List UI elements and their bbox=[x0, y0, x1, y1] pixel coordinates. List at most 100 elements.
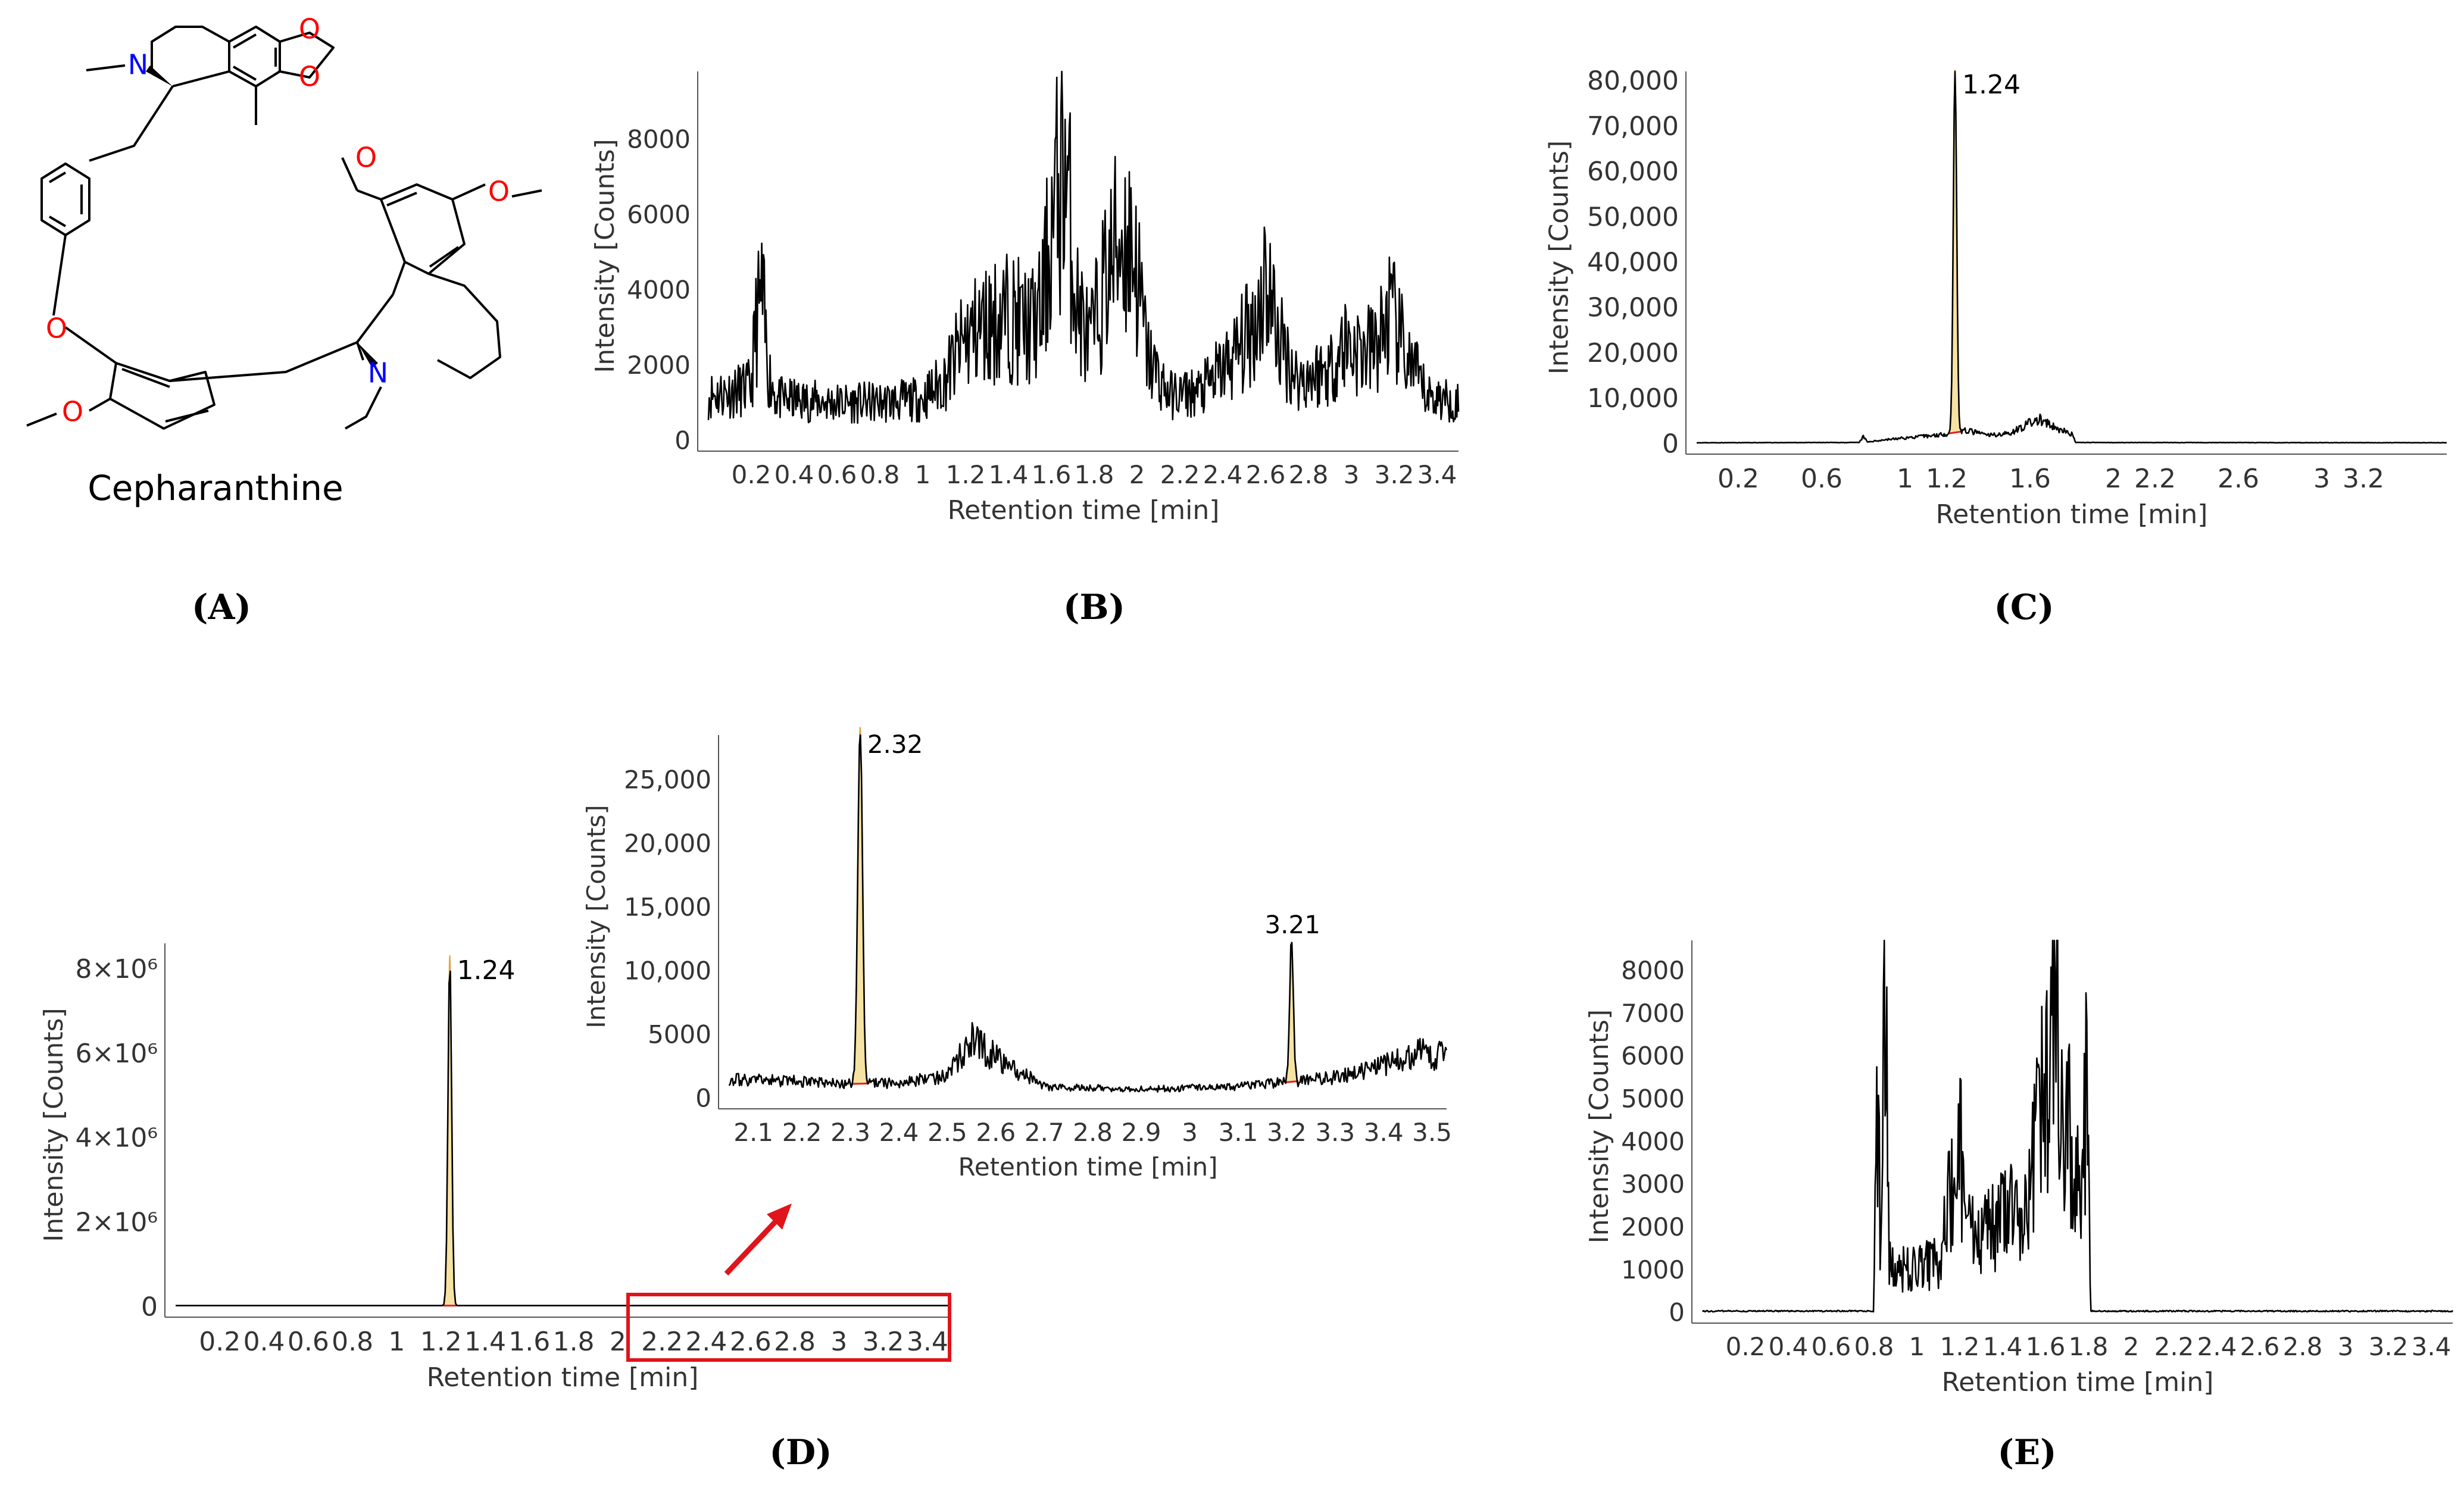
chromatogram-trace bbox=[729, 735, 1447, 1092]
structure-bond bbox=[345, 387, 381, 429]
peak-label: 1.24 bbox=[457, 955, 516, 986]
peak-area bbox=[443, 955, 456, 1306]
x-tick-label: 0.2 bbox=[1717, 464, 1759, 494]
x-tick-label: 3.4 bbox=[2412, 1332, 2451, 1361]
chromatogram-trace bbox=[1703, 940, 2453, 1312]
structure-bond bbox=[89, 86, 173, 161]
y-tick-label: 0 bbox=[674, 426, 691, 455]
structure-wedge bbox=[146, 65, 173, 86]
x-axis-label: Retention time [min] bbox=[427, 1362, 699, 1393]
y-tick-label: 1000 bbox=[1621, 1255, 1685, 1284]
x-tick-label: 3.4 bbox=[1417, 460, 1457, 489]
y-tick-label: 80,000 bbox=[1587, 66, 1679, 96]
x-axis-label: Retention time [min] bbox=[958, 1152, 1217, 1181]
oxygen-atom-methoxy-right: O bbox=[488, 176, 510, 208]
peak-area bbox=[851, 727, 869, 1084]
x-tick-label: 3.5 bbox=[1412, 1118, 1452, 1147]
x-tick-label: 1.2 bbox=[946, 460, 986, 489]
x-tick-label: 3.2 bbox=[2343, 464, 2384, 494]
x-tick-label: 2.2 bbox=[2134, 464, 2176, 494]
y-tick-label: 50,000 bbox=[1587, 202, 1679, 232]
x-tick-label: 0.4 bbox=[775, 460, 814, 489]
x-tick-label: 2.2 bbox=[1160, 460, 1200, 489]
x-tick-label: 1 bbox=[1909, 1332, 1925, 1361]
y-tick-label: 3000 bbox=[1621, 1170, 1685, 1199]
x-tick-label: 3 bbox=[1182, 1118, 1198, 1147]
peak-label: 1.24 bbox=[1962, 70, 2020, 100]
x-tick-label: 2.4 bbox=[1203, 460, 1243, 489]
y-tick-label: 15,000 bbox=[624, 893, 711, 922]
x-tick-label: 1.8 bbox=[553, 1327, 595, 1357]
x-tick-label: 2 bbox=[1129, 460, 1145, 489]
x-tick-label: 2.8 bbox=[1073, 1118, 1113, 1147]
structure-bond bbox=[152, 27, 229, 86]
x-tick-label: 0.4 bbox=[243, 1327, 285, 1357]
x-tick-label: 0.8 bbox=[332, 1327, 373, 1357]
oxygen-atom-methylenedioxy-1: O bbox=[299, 13, 320, 45]
x-tick-label: 0.6 bbox=[817, 460, 857, 489]
x-tick-label: 2 bbox=[610, 1327, 626, 1357]
x-tick-label: 2.4 bbox=[2197, 1332, 2237, 1361]
panel-label-a: (A) bbox=[192, 587, 251, 627]
x-tick-label: 2.8 bbox=[2283, 1332, 2323, 1361]
zoom-arrow bbox=[726, 1203, 792, 1274]
y-tick-label: 5000 bbox=[1621, 1084, 1685, 1114]
peak-baseline bbox=[1285, 1081, 1298, 1082]
x-tick-label: 0.6 bbox=[1812, 1332, 1851, 1361]
x-tick-label: 2.7 bbox=[1025, 1118, 1064, 1147]
peak-label: 2.32 bbox=[867, 730, 923, 759]
x-tick-label: 1.4 bbox=[464, 1327, 506, 1357]
y-tick-label: 0 bbox=[695, 1084, 711, 1113]
x-tick-label: 2.3 bbox=[830, 1118, 870, 1147]
y-tick-label: 0 bbox=[1669, 1298, 1685, 1327]
nitrogen-atom-upper: N bbox=[128, 49, 148, 81]
x-tick-label: 0.8 bbox=[860, 460, 900, 489]
y-axis-label: Intensity [Counts] bbox=[582, 805, 611, 1028]
chromatogram-trace bbox=[708, 71, 1459, 423]
structure-bond bbox=[233, 35, 276, 80]
axes bbox=[1692, 940, 2453, 1323]
x-tick-label: 2.6 bbox=[730, 1327, 772, 1357]
x-tick-label: 3.2 bbox=[2369, 1332, 2409, 1361]
x-tick-label: 2.5 bbox=[927, 1118, 967, 1147]
x-tick-label: 2.8 bbox=[1289, 460, 1329, 489]
x-tick-label: 2.2 bbox=[782, 1118, 822, 1147]
x-tick-label: 2.2 bbox=[2154, 1332, 2194, 1361]
x-tick-label: 3.4 bbox=[1364, 1118, 1404, 1147]
chromatogram-trace bbox=[1697, 71, 2447, 443]
x-tick-label: 1 bbox=[915, 460, 931, 489]
peak-area bbox=[1285, 942, 1298, 1082]
x-tick-label: 0.6 bbox=[288, 1327, 329, 1357]
x-tick-label: 1.8 bbox=[1075, 460, 1114, 489]
x-tick-label: 2.8 bbox=[774, 1327, 816, 1357]
axes bbox=[719, 735, 1447, 1109]
chromatogram-e: 0.2 0.4 0.6 0.8 1 1.2 1.4 1.6 1.8 2 2.2 2.4 2.6 2.8 3 3… bbox=[1584, 940, 2453, 1398]
x-tick-label: 2.4 bbox=[879, 1118, 919, 1147]
axes bbox=[1686, 71, 2447, 454]
y-tick-label: 8000 bbox=[1621, 956, 1685, 985]
x-tick-label: 1.6 bbox=[508, 1327, 550, 1357]
x-tick-label: 2.4 bbox=[685, 1327, 727, 1357]
x-tick-label: 2.6 bbox=[1246, 460, 1286, 489]
x-tick-label: 3 bbox=[1344, 460, 1360, 489]
y-axis-label: Intensity [Counts] bbox=[1544, 140, 1575, 374]
y-tick-label: 70,000 bbox=[1587, 111, 1679, 142]
x-tick-label: 0.2 bbox=[1726, 1332, 1766, 1361]
y-tick-label: 8000 bbox=[627, 125, 691, 154]
chromatogram-d: 0.2 0.4 0.6 0.8 1 1.2 1.4 1.6 1.8 2 2.2 2.4 2.6 2.8 3 3… bbox=[39, 943, 950, 1393]
x-tick-label: 1.2 bbox=[420, 1327, 462, 1357]
y-axis-label: Intensity [Counts] bbox=[590, 139, 620, 373]
y-tick-label: 25,000 bbox=[624, 765, 711, 795]
structure-bond bbox=[429, 274, 500, 378]
compound-name: Cepharanthine bbox=[88, 468, 343, 508]
nitrogen-atom-lower: N bbox=[368, 357, 388, 389]
cepharanthine-structure bbox=[27, 27, 542, 429]
x-tick-label: 2.1 bbox=[733, 1118, 773, 1147]
y-tick-label: 6000 bbox=[1621, 1042, 1685, 1071]
structure-bond bbox=[387, 193, 458, 267]
y-tick-label: 0 bbox=[1662, 429, 1679, 459]
x-tick-label: 1.4 bbox=[1983, 1332, 2023, 1361]
x-tick-label: 3 bbox=[830, 1327, 847, 1357]
x-axis-label: Retention time [min] bbox=[1942, 1367, 2214, 1398]
